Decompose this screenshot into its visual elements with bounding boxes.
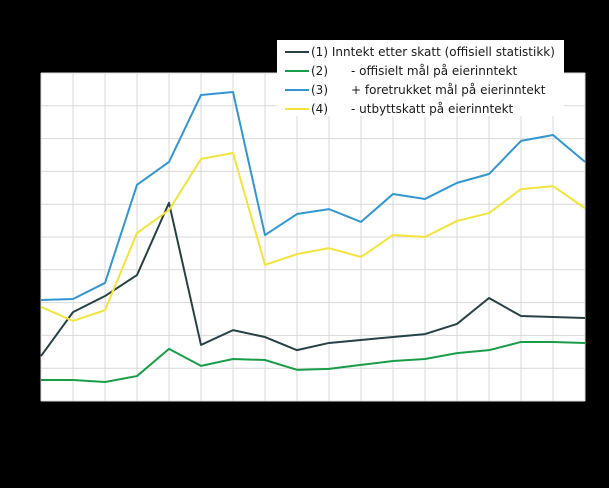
legend-swatch-2 [285, 69, 309, 72]
legend-item-2: (2) - offisielt mål på eierinntekt [277, 61, 564, 80]
legend-num-2: (2) [311, 63, 328, 78]
legend-label-4: - utbyttskatt på eierinntekt [351, 101, 514, 116]
legend-item-3: (3) + foretrukket mål på eierinntekt [277, 80, 564, 99]
legend-num-1: (1) [311, 44, 328, 59]
legend-item-1: (1) Inntekt etter skatt (offisiell stati… [277, 42, 564, 61]
legend-label-2: - offisielt mål på eierinntekt [351, 63, 518, 78]
series-line-2 [41, 340, 586, 383]
legend-swatch-1 [285, 50, 309, 53]
legend-swatch-4 [285, 107, 309, 110]
legend-num-3: (3) [311, 82, 328, 97]
legend-item-4: (4) - utbyttskatt på eierinntekt [277, 99, 564, 118]
series-line-4 [40, 152, 586, 322]
series-lines [40, 91, 586, 383]
series-line-1 [40, 201, 586, 357]
series-line-3 [40, 91, 586, 301]
legend-label-3: + foretrukket mål på eierinntekt [351, 82, 546, 97]
legend-swatch-3 [285, 88, 309, 91]
legend-num-4: (4) [311, 101, 328, 116]
legend-label-1: Inntekt etter skatt (offisiell statistik… [328, 44, 555, 59]
legend: (1) Inntekt etter skatt (offisiell stati… [277, 40, 564, 116]
